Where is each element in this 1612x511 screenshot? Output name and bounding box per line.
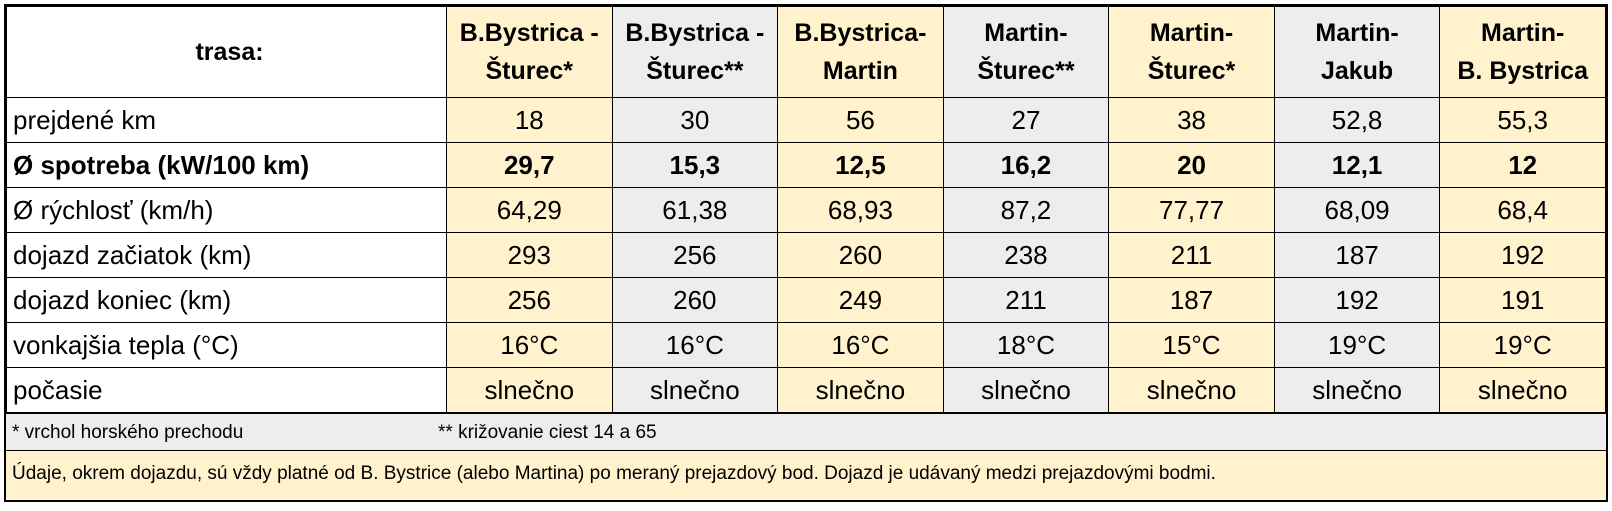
- row: Ø rýchlosť (km/h) 64,29 61,38 68,93 87,2 77,7…: [6, 187, 1606, 233]
- header-line: Šturec**: [977, 57, 1075, 85]
- cell: 64,29: [446, 187, 613, 233]
- cell: 20: [1108, 142, 1275, 188]
- cell: 15°C: [1108, 322, 1275, 368]
- cell: 30: [611, 97, 779, 143]
- header-line: Šturec**: [646, 57, 744, 85]
- header-row: trasa: B.Bystrica - Šturec* B.Bystrica - Štu…: [6, 6, 1606, 98]
- row: vonkajšia tepla (°C) 16°C 16°C 16°C 18°C 15°C…: [6, 322, 1606, 368]
- cell: 38: [1108, 97, 1275, 143]
- cell: slnečno: [1108, 367, 1275, 413]
- footnote-row: * vrchol horského prechodu ** križovanie…: [6, 413, 1606, 450]
- footnote: * vrchol horského prechodu: [12, 422, 244, 443]
- header-line: Jakub: [1320, 57, 1394, 85]
- cell: slnečno: [942, 367, 1110, 413]
- cell: 260: [777, 232, 944, 278]
- cell: 260: [611, 277, 779, 323]
- cell: 18: [446, 97, 613, 143]
- row-label: vonkajšia tepla (°C): [6, 322, 447, 368]
- cell: 211: [942, 277, 1110, 323]
- cell: slnečno: [1273, 367, 1441, 413]
- cell: 56: [777, 97, 944, 143]
- cell: 18°C: [942, 322, 1110, 368]
- cell: 87,2: [942, 187, 1110, 233]
- header-line: Martin-: [1315, 19, 1399, 47]
- cell: 16,2: [942, 142, 1110, 188]
- header-line: Martin-: [984, 19, 1068, 47]
- cell: 68,93: [777, 187, 944, 233]
- column-header: Martin- Šturec*: [1108, 6, 1275, 98]
- header-line: Martin-: [1481, 19, 1565, 47]
- cell: slnečno: [777, 367, 944, 413]
- column-header: Martin- B. Bystrica: [1439, 6, 1606, 98]
- header-line: B.Bystrica -: [625, 19, 765, 47]
- cell: 238: [942, 232, 1110, 278]
- column-header: B.Bystrica - Šturec**: [611, 6, 779, 98]
- header-line: Šturec*: [1147, 57, 1236, 85]
- cell: 192: [1439, 232, 1606, 278]
- cell: 55,3: [1439, 97, 1606, 143]
- row: Ø spotreba (kW/100 km) 29,7 15,3 12,5 16,2 20…: [6, 142, 1606, 188]
- cell: 249: [777, 277, 944, 323]
- cell: slnečno: [611, 367, 779, 413]
- column-header: B.Bystrica- Martin: [777, 6, 944, 98]
- header-line: Martin-: [1149, 19, 1234, 47]
- cell: 256: [611, 232, 779, 278]
- cell: 16°C: [777, 322, 944, 368]
- row: dojazd začiatok (km) 293 256 260 238 211 187 19…: [6, 232, 1606, 278]
- cell: 12,1: [1273, 142, 1441, 188]
- cell: 68,4: [1439, 187, 1606, 233]
- row: prejdené km 18 30 56 27 38 52,8 55,3: [6, 97, 1606, 143]
- header-line: B. Bystrica: [1457, 57, 1588, 85]
- table: trasa: B.Bystrica - Šturec* B.Bystrica - Štu…: [6, 6, 1606, 413]
- cell: 61,38: [611, 187, 779, 233]
- cell: 12,5: [777, 142, 944, 188]
- corner-header: trasa:: [6, 6, 447, 98]
- cell: slnečno: [446, 367, 613, 413]
- row-label: Ø rýchlosť (km/h): [6, 187, 447, 233]
- row-label: Ø spotreba (kW/100 km): [6, 142, 447, 188]
- cell: 15,3: [611, 142, 779, 188]
- cell: 187: [1108, 277, 1275, 323]
- header-line: Martin: [822, 57, 898, 85]
- cell: 211: [1108, 232, 1275, 278]
- cell: 27: [942, 97, 1110, 143]
- cell: 12: [1439, 142, 1606, 188]
- cell: 19°C: [1439, 322, 1606, 368]
- cell: slnečno: [1439, 367, 1606, 413]
- row-label: dojazd koniec (km): [6, 277, 447, 323]
- cell: 77,77: [1108, 187, 1275, 233]
- cell: 19°C: [1273, 322, 1441, 368]
- cell: 192: [1273, 277, 1441, 323]
- column-header: B.Bystrica - Šturec*: [446, 6, 613, 98]
- row-label: dojazd začiatok (km): [6, 232, 447, 278]
- header-line: Šturec*: [485, 57, 574, 85]
- cell: 29,7: [446, 142, 613, 188]
- note: Údaje, okrem dojazdu, sú vždy platné od …: [6, 450, 1606, 500]
- cell: 68,09: [1273, 187, 1441, 233]
- column-header: Martin- Šturec**: [942, 6, 1110, 98]
- row-label: počasie: [6, 367, 447, 413]
- row: dojazd koniec (km) 256 260 249 211 187 192 191: [6, 277, 1606, 323]
- header-line: B.Bystrica -: [459, 19, 599, 47]
- cell: 256: [446, 277, 613, 323]
- footnote: ** križovanie ciest 14 a 65: [438, 422, 657, 443]
- cell: 293: [446, 232, 613, 278]
- row-label: prejdené km: [6, 97, 447, 143]
- header-line: B.Bystrica-: [794, 19, 927, 47]
- column-header: Martin- Jakub: [1273, 6, 1441, 98]
- cell: 187: [1273, 232, 1441, 278]
- row: počasie slnečno slnečno slnečno slnečno slneč…: [6, 367, 1606, 413]
- table-frame: trasa: B.Bystrica - Šturec* B.Bystrica - Štu…: [4, 4, 1608, 502]
- cell: 16°C: [611, 322, 779, 368]
- cell: 52,8: [1273, 97, 1441, 143]
- cell: 16°C: [446, 322, 613, 368]
- cell: 191: [1439, 277, 1606, 323]
